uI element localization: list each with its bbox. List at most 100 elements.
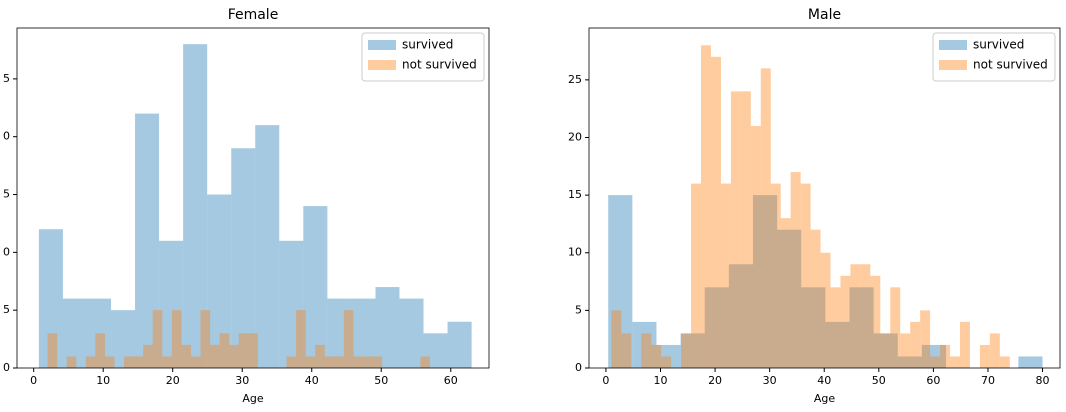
x-tick-label: 10 [653,374,667,387]
bar [728,264,754,368]
bar [351,298,376,368]
bar [353,356,364,368]
bar [248,333,258,368]
bar [47,333,58,368]
bar [760,68,771,368]
bar [900,333,911,368]
y-tick-label: 5 [3,72,10,85]
bar [999,356,1010,368]
bar [608,195,633,368]
bar [286,356,297,368]
bar [219,333,230,368]
bar [701,45,711,368]
axes-frame [16,27,490,369]
bar [910,321,921,368]
x-tick-label: 0 [30,374,37,387]
bar [363,356,373,368]
x-tick-label: 40 [817,374,831,387]
x-tick-label: 60 [926,374,940,387]
bar [133,356,144,368]
bar [238,333,249,368]
bar [810,229,821,368]
bar [656,344,681,368]
legend-swatch [939,40,967,50]
y-tick-label: 5 [575,303,582,316]
bar [375,287,400,368]
bar [704,287,729,368]
bar [930,356,941,368]
legend-swatch [939,60,967,70]
bar [447,321,472,368]
bar [830,287,841,368]
y-tick-label: 0 [3,130,10,143]
bar [190,356,201,368]
bar [255,125,280,369]
bar [921,344,947,368]
bar [801,287,826,368]
bar [681,333,692,368]
bar [143,344,153,368]
bar [420,356,430,368]
bar [423,333,448,368]
x-tick-label: 60 [444,374,458,387]
x-axis-label: Age [242,392,264,405]
bar [790,172,801,368]
bar [315,344,325,368]
bar [691,183,702,368]
bar [104,356,115,368]
bar [135,113,160,368]
legend-label: survived [402,38,453,52]
y-tick-label: 10 [568,246,582,259]
y-tick-label: 15 [568,188,582,201]
bar [870,275,881,368]
bar [825,321,850,368]
bar [897,356,922,368]
bar [207,194,232,368]
bar [152,310,163,368]
bar [840,275,851,368]
y-tick-label: 25 [568,73,582,86]
x-tick-label: 50 [872,374,886,387]
bar [296,310,306,368]
bar [343,310,354,368]
x-tick-label: 10 [96,374,110,387]
bar [159,240,184,368]
bar [399,298,424,368]
bar [334,356,344,368]
legend-box [932,32,1056,82]
y-tick-label: 5 [3,188,10,201]
bar [38,229,63,368]
bar [740,91,751,368]
x-tick-label: 30 [763,374,777,387]
y-tick-label: 5 [3,303,10,316]
legend-box [361,32,485,82]
bar [1018,356,1043,368]
bar [305,356,316,368]
bar [780,218,791,368]
bar [181,344,191,368]
bar [641,333,652,368]
bar [989,333,1000,368]
x-tick-label: 80 [1036,374,1050,387]
bar [777,229,802,368]
x-tick-label: 40 [305,374,319,387]
bar [920,310,931,368]
x-tick-label: 50 [374,374,388,387]
bar [632,321,657,368]
bar [680,333,705,368]
x-tick-label: 30 [235,374,249,387]
bar [124,356,134,368]
y-tick-label: 0 [575,361,582,374]
bar [979,344,990,368]
x-tick-label: 20 [166,374,180,387]
bar [730,91,741,368]
bar [85,356,96,368]
bar [873,333,898,368]
chart-title: Male [808,7,841,23]
bar [111,310,136,368]
bar [611,310,622,368]
x-tick-label: 20 [708,374,722,387]
bar [162,356,172,368]
bar [231,148,256,368]
legend-swatch [368,40,396,50]
